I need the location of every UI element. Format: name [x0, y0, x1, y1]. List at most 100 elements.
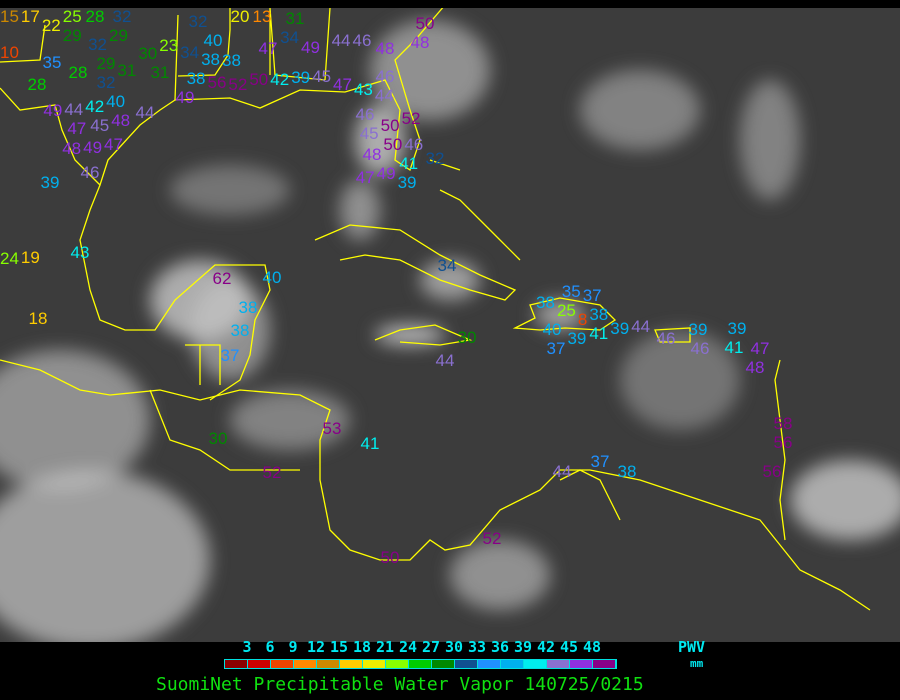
station-pwv-label: 30 — [208, 428, 228, 448]
legend-swatch — [547, 660, 570, 668]
legend-swatch — [317, 660, 340, 668]
station-pwv-label: 39 — [40, 172, 60, 192]
station-pwv-label: 50 — [380, 547, 400, 567]
station-pwv-label: 25 — [62, 8, 82, 26]
station-pwv-label: 52 — [401, 108, 421, 128]
legend-swatch — [386, 660, 409, 668]
station-pwv-label: 29 — [62, 26, 82, 45]
station-pwv-label: 52 — [482, 528, 502, 548]
station-pwv-label: 38 — [230, 320, 250, 340]
map-layer — [0, 8, 900, 642]
coastlines — [0, 8, 871, 611]
station-pwv-label: 37 — [546, 339, 566, 359]
station-pwv-label: 13 — [252, 8, 272, 26]
station-pwv-label: 46 — [404, 134, 424, 154]
legend-swatch — [570, 660, 593, 668]
station-pwv-label: 49 — [175, 87, 195, 107]
station-pwv-label: 45 — [90, 115, 110, 135]
legend-swatch — [455, 660, 478, 668]
legend-tick: 6 — [265, 638, 275, 656]
legend-tick: 36 — [490, 638, 510, 656]
station-pwv-label: 49 — [43, 100, 63, 120]
station-pwv-label: 32 — [96, 73, 116, 93]
station-pwv-label: 38 — [589, 304, 609, 324]
station-pwv-label: 46 — [690, 338, 710, 358]
station-pwv-label: 30 — [457, 327, 477, 347]
station-pwv-label: 39 — [610, 318, 630, 338]
legend-swatch — [432, 660, 455, 668]
station-pwv-label: 46 — [355, 104, 375, 124]
station-pwv-label: 50 — [415, 13, 435, 33]
station-pwv-label: 40 — [262, 267, 282, 287]
station-pwv-label: 47 — [333, 74, 352, 94]
station-pwv-label: 48 — [745, 357, 765, 377]
station-pwv-label: 31 — [285, 8, 305, 28]
station-pwv-label: 45 — [312, 66, 332, 86]
legend-tick: 21 — [375, 638, 395, 656]
station-pwv-label: 47 — [258, 38, 278, 58]
station-pwv-label: 40 — [542, 320, 562, 340]
legend-unit-label: PWV — [678, 638, 706, 656]
station-pwv-label: 43 — [353, 80, 373, 99]
station-pwv-label: 38 — [222, 51, 241, 71]
station-pwv-label: 18 — [28, 308, 48, 328]
station-pwv-label: 37 — [220, 345, 240, 365]
station-pwv-label: 17 — [20, 8, 40, 26]
legend-tick: 48 — [582, 638, 602, 656]
station-pwv-label: 47 — [355, 167, 375, 187]
station-pwv-label: 29 — [96, 54, 116, 74]
legend-swatch — [409, 660, 432, 668]
station-pwv-label: 34 — [280, 27, 299, 47]
legend-tick: 9 — [288, 638, 298, 656]
station-pwv-label: 44 — [552, 461, 572, 481]
station-pwv-label: 40 — [106, 92, 126, 112]
station-pwv-label: 46 — [656, 328, 676, 348]
station-pwv-label: 32 — [112, 8, 132, 26]
legend-tick: 42 — [536, 638, 556, 656]
station-pwv-label: 50 — [249, 69, 269, 89]
station-pwv-label: 38 — [186, 68, 206, 88]
station-pwv-label: 48 — [62, 138, 82, 158]
legend-tick: 3 — [242, 638, 252, 656]
legend-swatch — [478, 660, 501, 668]
station-pwv-label: 34 — [180, 42, 200, 62]
station-pwv-label: 15 — [0, 8, 19, 26]
legend-tick: 27 — [421, 638, 441, 656]
station-pwv-label: 39 — [688, 319, 708, 339]
legend-color-bar — [224, 659, 617, 669]
legend-swatch — [248, 660, 271, 668]
station-pwv-label: 38 — [238, 297, 258, 317]
station-pwv-label: 28 — [27, 74, 47, 94]
legend-unit: mm — [690, 657, 704, 670]
station-pwv-label: 48 — [111, 111, 131, 131]
station-pwv-label: 52 — [262, 462, 282, 482]
station-pwv-label: 47 — [67, 118, 87, 138]
legend-tick: 45 — [559, 638, 579, 656]
satellite-map: 15 17 22 29 25 28 32 29 10 35 28 28 32 29 31 31 32 40 30 34… — [0, 8, 900, 642]
station-pwv-label: 35 — [561, 282, 581, 302]
station-pwv-label: 31 — [117, 60, 137, 80]
station-pwv-label: 56 — [762, 461, 782, 481]
station-pwv-label: 44 — [435, 350, 455, 370]
station-pwv-label: 38 — [201, 49, 221, 69]
station-pwv-label: 44 — [331, 30, 351, 50]
station-pwv-label: 44 — [135, 102, 155, 122]
station-pwv-label: 47 — [104, 134, 123, 154]
cloud-layer — [0, 20, 900, 642]
legend-tick: 15 — [329, 638, 349, 656]
station-pwv-label: 46 — [352, 30, 372, 50]
legend-tick: 18 — [352, 638, 372, 656]
station-pwv-label: 39 — [397, 172, 417, 192]
station-pwv-label: 56 — [773, 433, 793, 452]
station-pwv-label: 50 — [383, 134, 403, 154]
legend-swatch — [225, 660, 248, 668]
station-pwv-label: 45 — [359, 123, 379, 143]
legend-swatch — [271, 660, 294, 668]
station-pwv-label: 22 — [41, 15, 61, 35]
station-pwv-label: 48 — [410, 32, 430, 52]
station-pwv-label: 32 — [88, 35, 107, 55]
station-pwv-label: 49 — [301, 37, 320, 57]
legend-tick: 30 — [444, 638, 464, 656]
legend-swatch — [340, 660, 363, 668]
